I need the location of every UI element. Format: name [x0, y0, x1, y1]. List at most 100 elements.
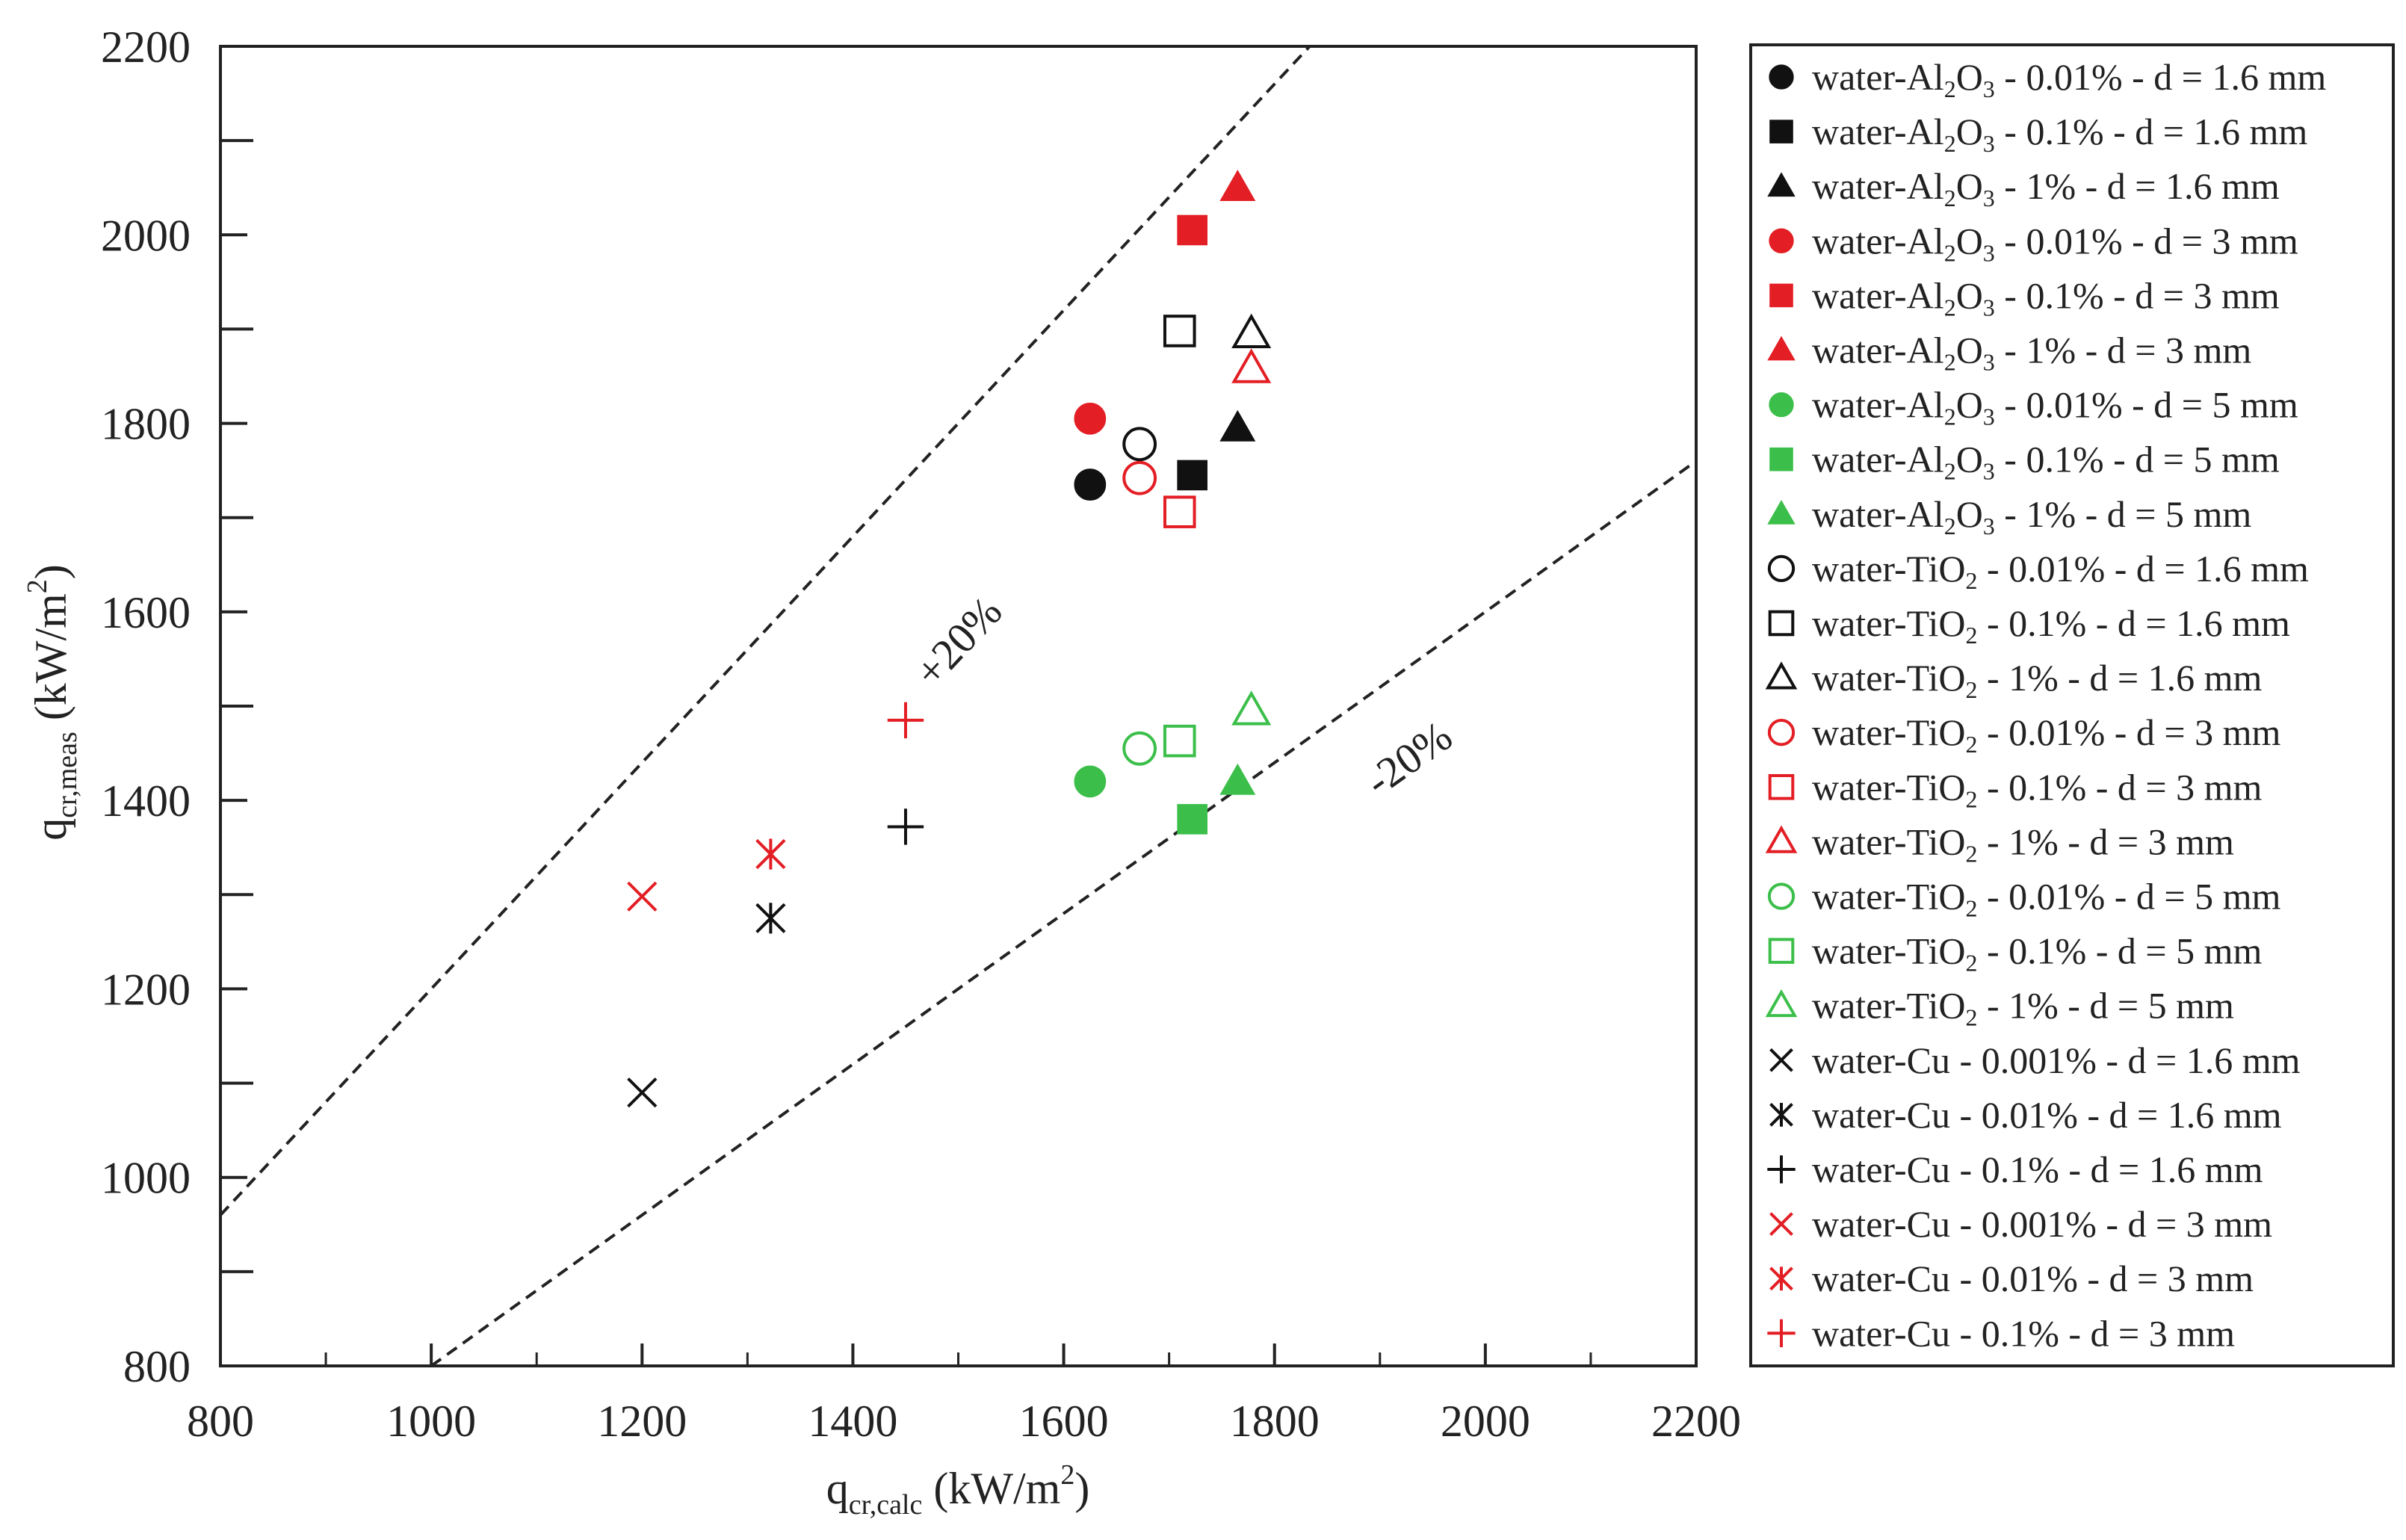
legend-item: water-Al2O3 - 1% - d = 5 mm — [1767, 493, 2251, 539]
legend-label-12: water-TiO2 - 1% - d = 1.6 mm — [1812, 657, 2263, 703]
data-point-series-10 — [1122, 427, 1157, 462]
legend-item: water-Al2O3 - 0.01% - d = 5 mm — [1769, 384, 2298, 430]
x-axis-label: qcr,calc (kW/m2) — [826, 1459, 1090, 1521]
x-tick-label-800: 800 — [187, 1397, 254, 1446]
legend-label-13: water-TiO2 - 0.01% - d = 3 mm — [1812, 711, 2281, 758]
legend-frame — [1749, 43, 2395, 1367]
axis-ticks: 800 1000 1200 1400 1600 1800 2000 2200 800 1000 12… — [101, 22, 1741, 1446]
data-point-series-24 — [887, 702, 924, 739]
legend-label-9: water-Al2O3 - 1% - d = 5 mm — [1812, 493, 2251, 539]
data-point-series-3 — [1219, 409, 1256, 442]
legend-marker-21 — [1767, 1155, 1796, 1184]
y-tick-label-1800: 1800 — [101, 400, 191, 449]
legend-label-6: water-Al2O3 - 1% - d = 3 mm — [1812, 330, 2251, 376]
x-tick-label-1600: 1600 — [1019, 1397, 1109, 1446]
legend-item: water-Al2O3 - 0.1% - d = 3 mm — [1769, 274, 2280, 321]
legend-item: water-TiO2 - 1% - d = 3 mm — [1765, 820, 2234, 867]
data-points — [627, 170, 1272, 1108]
data-point-series-5 — [1177, 214, 1207, 246]
y-tick-label-1600: 1600 — [101, 588, 191, 637]
legend-marker-10 — [1767, 554, 1796, 583]
data-point-series-12 — [1231, 313, 1272, 349]
legend-label-3: water-Al2O3 - 1% - d = 1.6 mm — [1812, 165, 2280, 211]
data-point-series-16 — [1122, 731, 1157, 766]
legend-marker-2 — [1769, 120, 1793, 143]
legend-marker-1 — [1769, 64, 1794, 90]
legend-item: water-Al2O3 - 0.01% - d = 1.6 mm — [1769, 56, 2326, 102]
legend-marker-24 — [1767, 1319, 1796, 1347]
data-point-series-11 — [1163, 315, 1196, 347]
legend-marker-17 — [1768, 938, 1795, 964]
legend-item: water-TiO2 - 0.01% - d = 1.6 mm — [1767, 548, 2309, 594]
y-tick-label-1200: 1200 — [101, 965, 191, 1014]
legend-label-10: water-TiO2 - 0.01% - d = 1.6 mm — [1812, 548, 2309, 594]
y-tick-label-1000: 1000 — [101, 1154, 191, 1203]
legend-item: water-TiO2 - 1% - d = 5 mm — [1765, 985, 2234, 1031]
legend-marker-23 — [1769, 1267, 1793, 1291]
legend-label-16: water-TiO2 - 0.01% - d = 5 mm — [1812, 876, 2281, 922]
legend-label-8: water-Al2O3 - 0.1% - d = 5 mm — [1812, 439, 2280, 485]
data-point-series-4 — [1074, 402, 1107, 435]
legend-item: water-TiO2 - 0.1% - d = 3 mm — [1768, 766, 2263, 812]
data-point-series-9 — [1219, 763, 1256, 795]
legend-marker-11 — [1768, 610, 1795, 637]
data-point-series-23 — [755, 838, 786, 870]
legend-item: water-Cu - 0.001% - d = 1.6 mm — [1769, 1039, 2301, 1081]
data-point-series-17 — [1163, 724, 1196, 758]
legend-label-23: water-Cu - 0.01% - d = 3 mm — [1812, 1258, 2254, 1299]
legend-marker-22 — [1769, 1212, 1793, 1236]
legend-marker-5 — [1769, 283, 1793, 308]
legend-item: water-TiO2 - 0.01% - d = 5 mm — [1767, 876, 2281, 922]
x-tick-label-2200: 2200 — [1651, 1397, 1741, 1446]
data-point-series-2 — [1177, 460, 1207, 491]
x-tick-label-1400: 1400 — [808, 1397, 897, 1446]
y-tick-label-2200: 2200 — [101, 22, 191, 72]
legend-item: water-Cu - 0.001% - d = 3 mm — [1769, 1203, 2272, 1245]
y-axis-label: qcr,meas (kW/m2) — [22, 564, 83, 841]
x-tick-label-1200: 1200 — [597, 1397, 687, 1446]
y-tick-label-2000: 2000 — [101, 211, 191, 260]
legend-label-1: water-Al2O3 - 0.01% - d = 1.6 mm — [1812, 56, 2326, 102]
legend-marker-19 — [1769, 1048, 1793, 1072]
data-point-series-7 — [1074, 765, 1107, 798]
legend-marker-20 — [1769, 1103, 1793, 1127]
data-point-series-8 — [1177, 804, 1207, 835]
legend: water-Al2O3 - 0.01% - d = 1.6 mm water-Al… — [1749, 43, 2395, 1367]
x-tick-label-1800: 1800 — [1230, 1397, 1320, 1446]
legend-item: water-TiO2 - 0.1% - d = 1.6 mm — [1768, 602, 2290, 649]
y-tick-label-1400: 1400 — [101, 776, 191, 826]
legend-marker-18 — [1765, 989, 1798, 1018]
legend-item: water-TiO2 - 1% - d = 1.6 mm — [1765, 657, 2263, 703]
legend-label-17: water-TiO2 - 0.1% - d = 5 mm — [1812, 930, 2263, 977]
data-point-series-6 — [1219, 170, 1256, 202]
legend-label-24: water-Cu - 0.1% - d = 3 mm — [1812, 1312, 2235, 1354]
legend-marker-16 — [1767, 882, 1796, 910]
legend-item: water-Cu - 0.1% - d = 1.6 mm — [1767, 1148, 2263, 1190]
legend-label-11: water-TiO2 - 0.1% - d = 1.6 mm — [1812, 602, 2290, 649]
legend-marker-7 — [1769, 392, 1794, 418]
data-point-series-19 — [627, 1077, 658, 1108]
data-point-series-18 — [1231, 690, 1272, 726]
legend-label-5: water-Al2O3 - 0.1% - d = 3 mm — [1812, 274, 2280, 321]
reference-line-minus-20 — [430, 460, 1698, 1367]
legend-label-7: water-Al2O3 - 0.01% - d = 5 mm — [1812, 384, 2298, 430]
legend-label-15: water-TiO2 - 1% - d = 3 mm — [1812, 820, 2234, 867]
data-point-series-1 — [1074, 469, 1107, 501]
legend-marker-13 — [1767, 719, 1796, 746]
legend-item: water-Cu - 0.01% - d = 3 mm — [1769, 1258, 2254, 1299]
data-point-series-14 — [1163, 495, 1196, 528]
legend-item: water-Al2O3 - 1% - d = 1.6 mm — [1767, 165, 2280, 211]
legend-marker-8 — [1769, 447, 1793, 471]
legend-marker-14 — [1768, 774, 1795, 800]
legend-marker-6 — [1767, 335, 1796, 361]
legend-item: water-Al2O3 - 0.01% - d = 3 mm — [1769, 220, 2298, 266]
data-point-series-15 — [1231, 348, 1272, 383]
legend-label-18: water-TiO2 - 1% - d = 5 mm — [1812, 985, 2234, 1031]
legend-label-21: water-Cu - 0.1% - d = 1.6 mm — [1812, 1148, 2263, 1190]
legend-item: water-TiO2 - 0.1% - d = 5 mm — [1768, 930, 2263, 977]
legend-label-19: water-Cu - 0.001% - d = 1.6 mm — [1812, 1039, 2301, 1081]
axis-labels: qcr,calc (kW/m2) qcr,meas (kW/m2) — [22, 564, 1089, 1521]
legend-marker-9 — [1767, 499, 1796, 525]
